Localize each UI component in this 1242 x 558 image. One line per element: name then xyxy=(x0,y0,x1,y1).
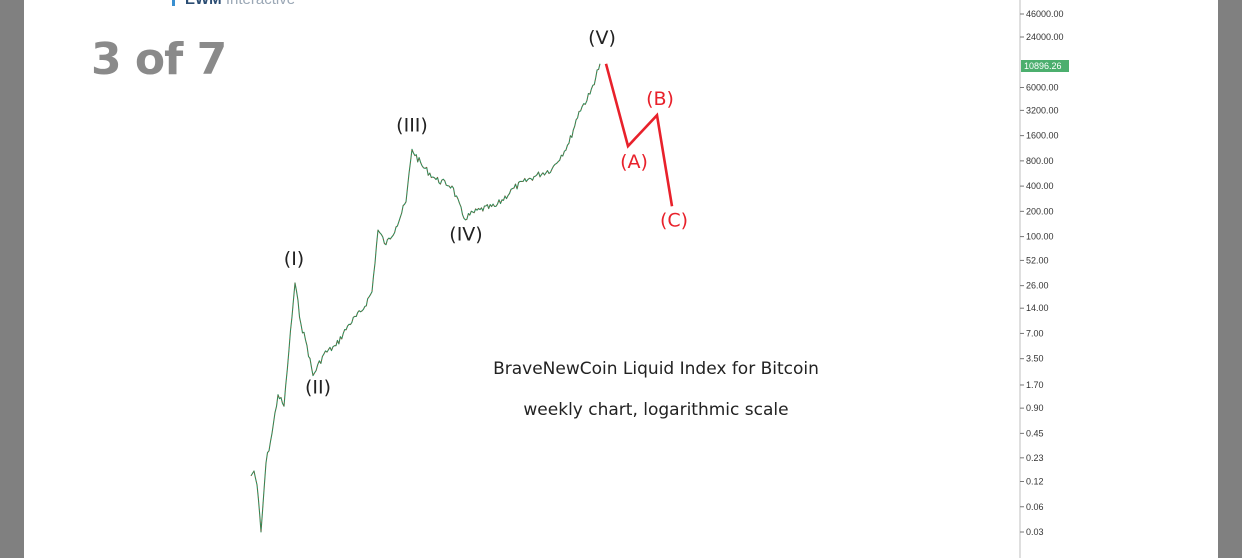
axis-tick-label: 0.45 xyxy=(1026,428,1044,438)
wave-label-4: (IV) xyxy=(449,223,482,245)
axis-tick-label: 0.23 xyxy=(1026,453,1044,463)
axis-tick-label: 24000.00 xyxy=(1026,32,1064,42)
axis-tick-label: 100.00 xyxy=(1026,232,1054,242)
axis-tick-label: 1600.00 xyxy=(1026,131,1059,141)
price-candle-wicks xyxy=(250,63,601,533)
logo-text: Interactive xyxy=(226,0,295,8)
axis-tick-label: 26.00 xyxy=(1026,281,1049,291)
chart-title: BraveNewCoin Liquid Index for Bitcoin xyxy=(493,359,819,379)
correction-label-b: (B) xyxy=(646,88,674,110)
axis-tick-label: 14.00 xyxy=(1026,303,1049,313)
axis-tick-label: 52.00 xyxy=(1026,255,1049,265)
wave-labels: (I) (II) (III) (IV) (V) xyxy=(284,27,616,399)
chart-slide: 46000.00 24000.00 6000.00 3200.00 1600.00 800… xyxy=(24,0,1218,558)
wave-label-3: (III) xyxy=(396,114,428,136)
logo-brand: EWM xyxy=(185,0,222,8)
wave-label-2: (II) xyxy=(305,377,331,399)
axis-tick-label: 1.70 xyxy=(1026,380,1044,390)
correction-label-a: (A) xyxy=(620,151,648,173)
chart-subtitle: weekly chart, logarithmic scale xyxy=(523,400,788,420)
axis-tick-label: 200.00 xyxy=(1026,206,1054,216)
price-series xyxy=(250,63,601,533)
last-price-badge xyxy=(1021,60,1069,72)
wave-label-1: (I) xyxy=(284,248,304,270)
axis-tick-label: 6000.00 xyxy=(1026,82,1059,92)
axis-tick-label: 800.00 xyxy=(1026,156,1054,166)
axis-tick-label: 3200.00 xyxy=(1026,105,1059,115)
axis-tick-label: 3.50 xyxy=(1026,354,1044,364)
axis-tick-label: 400.00 xyxy=(1026,181,1054,191)
abc-correction-line xyxy=(604,63,674,207)
axis-tick-label: 0.06 xyxy=(1026,502,1044,512)
axis-tick-label: 7.00 xyxy=(1026,328,1044,338)
axis-tick-label: 0.12 xyxy=(1026,477,1044,487)
axis-tick-label: 46000.00 xyxy=(1026,9,1064,19)
slide-counter: 3 of 7 xyxy=(91,34,227,85)
correction-path: (A) (B) (C) xyxy=(604,63,688,231)
price-axis: 46000.00 24000.00 6000.00 3200.00 1600.00 800… xyxy=(1019,0,1069,558)
correction-label-c: (C) xyxy=(660,209,688,231)
last-price-label: 10896.26 xyxy=(1024,61,1062,71)
axis-tick-label: 0.90 xyxy=(1026,403,1044,413)
wave-label-5: (V) xyxy=(588,27,616,49)
price-chart: 46000.00 24000.00 6000.00 3200.00 1600.00 800… xyxy=(250,0,1069,558)
ewm-logo: EWM Interactive xyxy=(172,0,295,8)
axis-tick-label: 0.03 xyxy=(1026,527,1044,537)
